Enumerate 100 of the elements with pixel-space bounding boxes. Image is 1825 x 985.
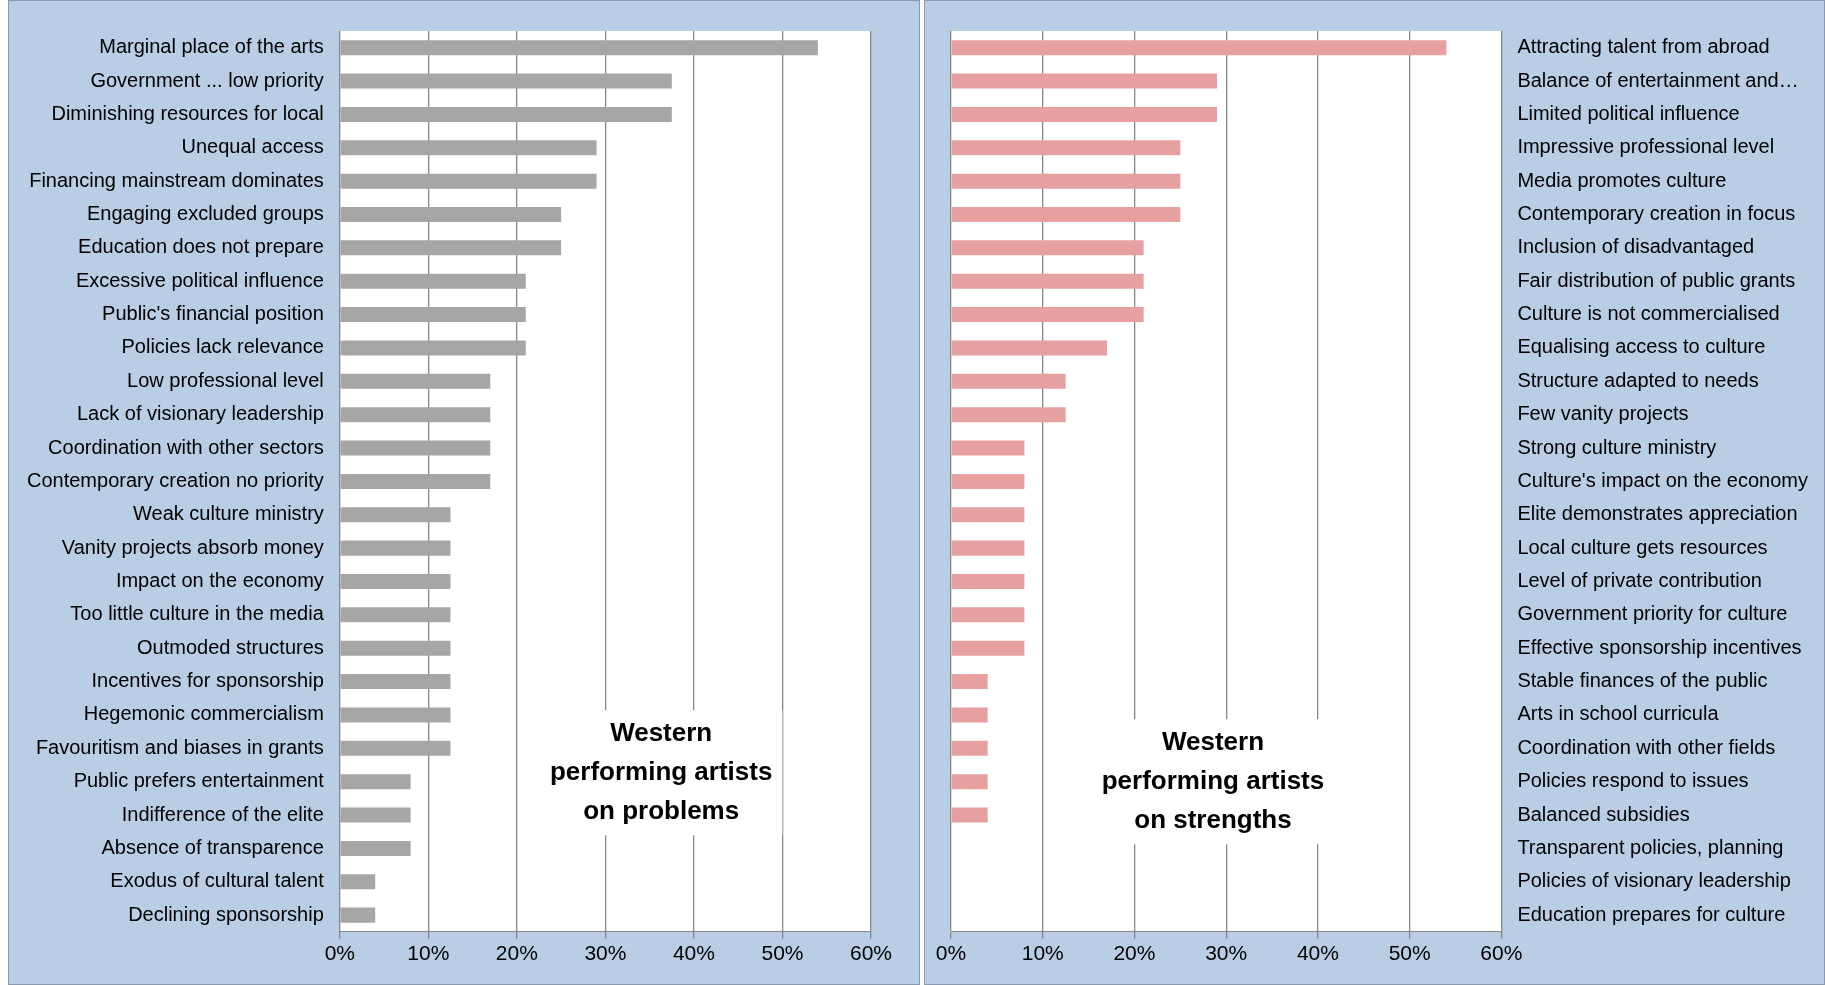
y-tick-label: Financing mainstream dominates xyxy=(29,168,324,191)
bar xyxy=(951,640,1025,656)
y-tick-label: Policies lack relevance xyxy=(121,335,324,358)
bar xyxy=(951,307,1144,323)
bar xyxy=(340,874,376,890)
y-tick-label: Incentives for sponsorship xyxy=(91,669,324,692)
y-tick-label: Unequal access xyxy=(181,135,324,158)
y-tick-label: Hegemonic commercialism xyxy=(83,702,324,725)
y-tick-label: Engaging excluded groups xyxy=(86,202,324,225)
y-tick-label: Coordination with other sectors xyxy=(48,435,324,458)
y-tick-label: Absence of transparence xyxy=(101,835,324,858)
bar xyxy=(951,740,988,756)
y-tick-label: Education does not prepare xyxy=(78,235,324,258)
y-tick-label: Inclusion of disadvantaged xyxy=(1517,235,1755,258)
bar xyxy=(951,540,1025,556)
bar xyxy=(340,740,451,756)
bar xyxy=(951,707,988,723)
bar xyxy=(951,273,1144,289)
bar xyxy=(340,373,491,389)
y-tick-label: Government ... low priority xyxy=(90,68,324,91)
bar xyxy=(340,674,451,690)
bar xyxy=(951,140,1181,156)
bar xyxy=(951,373,1066,389)
y-tick-label: Marginal place of the arts xyxy=(99,35,324,58)
bar xyxy=(340,840,411,856)
y-tick-label: Stable finances of the public xyxy=(1517,669,1768,692)
bar xyxy=(951,106,1218,122)
y-tick-label: Exodus of cultural talent xyxy=(110,869,325,892)
x-tick-label: 30% xyxy=(1205,941,1248,965)
bar xyxy=(340,240,562,256)
y-tick-label: Level of private contribution xyxy=(1517,569,1762,591)
x-tick-label: 20% xyxy=(495,941,538,965)
x-tick-label: 50% xyxy=(761,941,804,965)
x-tick-label: 10% xyxy=(1021,941,1064,965)
bar xyxy=(951,473,1025,489)
y-tick-label: Local culture gets resources xyxy=(1517,535,1768,558)
bar xyxy=(340,573,451,589)
bar xyxy=(951,240,1144,256)
bar xyxy=(340,440,491,456)
bar xyxy=(340,273,526,289)
y-tick-label: Transparent policies, planning xyxy=(1517,835,1784,858)
x-tick-label: 40% xyxy=(1296,941,1339,965)
bar xyxy=(951,774,988,790)
y-tick-label: Policies respond to issues xyxy=(1517,769,1749,792)
x-tick-label: 30% xyxy=(584,941,627,965)
y-tick-label: Limited political influence xyxy=(1517,101,1740,124)
y-tick-label: Impact on the economy xyxy=(115,569,324,591)
y-tick-label: Policies of visionary leadership xyxy=(1517,869,1791,892)
y-tick-label: Balanced subsidies xyxy=(1517,802,1690,825)
y-tick-label: Impressive professional level xyxy=(1517,135,1775,158)
y-tick-label: Indifference of the elite xyxy=(121,802,324,825)
y-tick-label: Contemporary creation in focus xyxy=(1517,202,1796,225)
bar xyxy=(340,507,451,523)
y-tick-label: Outmoded structures xyxy=(137,635,324,658)
bar xyxy=(951,340,1107,356)
x-tick-label: 60% xyxy=(849,941,893,965)
bar xyxy=(340,640,451,656)
bar xyxy=(340,407,491,423)
x-tick-label: 0% xyxy=(935,941,967,965)
text: Western performing artists on strengths xyxy=(1101,725,1325,834)
y-tick-label: Culture's impact on the economy xyxy=(1517,468,1808,491)
bar xyxy=(951,807,988,823)
y-tick-label: Culture is not commercialised xyxy=(1517,302,1780,325)
y-tick-label: Elite demonstrates appreciation xyxy=(1517,502,1798,525)
y-tick-label: Media promotes culture xyxy=(1517,168,1727,191)
bar xyxy=(340,473,491,489)
bar xyxy=(340,73,672,89)
bar xyxy=(340,607,451,623)
bar xyxy=(340,774,411,790)
bar xyxy=(340,307,526,323)
y-tick-label: Too little culture in the media xyxy=(70,602,325,625)
bar xyxy=(340,340,526,356)
y-tick-label: Declining sponsorship xyxy=(128,902,324,925)
y-tick-label: Effective sponsorship incentives xyxy=(1517,635,1802,658)
bar xyxy=(951,206,1181,222)
x-tick-label: 40% xyxy=(672,941,715,965)
bar xyxy=(340,907,376,923)
bar xyxy=(340,173,597,189)
y-tick-label: Favouritism and biases in grants xyxy=(35,735,324,758)
bar xyxy=(951,573,1025,589)
y-tick-label: Vanity projects absorb money xyxy=(61,535,324,558)
x-tick-label: 60% xyxy=(1480,941,1523,965)
bar xyxy=(340,40,818,56)
bar xyxy=(951,407,1066,423)
y-tick-label: Diminishing resources for local xyxy=(51,101,324,124)
y-tick-label: Few vanity projects xyxy=(1517,402,1689,425)
bar xyxy=(340,140,597,156)
bar xyxy=(340,807,411,823)
bar xyxy=(951,674,988,690)
bar xyxy=(951,607,1025,623)
y-tick-label: Lack of visionary leadership xyxy=(77,402,324,425)
y-tick-label: Low professional level xyxy=(127,368,324,391)
y-tick-label: Government priority for culture xyxy=(1517,602,1788,625)
bar xyxy=(951,507,1025,523)
y-tick-label: Arts in school curricula xyxy=(1517,702,1720,725)
y-tick-label: Excessive political influence xyxy=(75,268,324,291)
bar xyxy=(951,73,1218,89)
y-tick-label: Contemporary creation no priority xyxy=(27,468,324,491)
y-tick-label: Education prepares for culture xyxy=(1517,902,1786,925)
y-tick-label: Fair distribution of public grants xyxy=(1517,268,1796,291)
